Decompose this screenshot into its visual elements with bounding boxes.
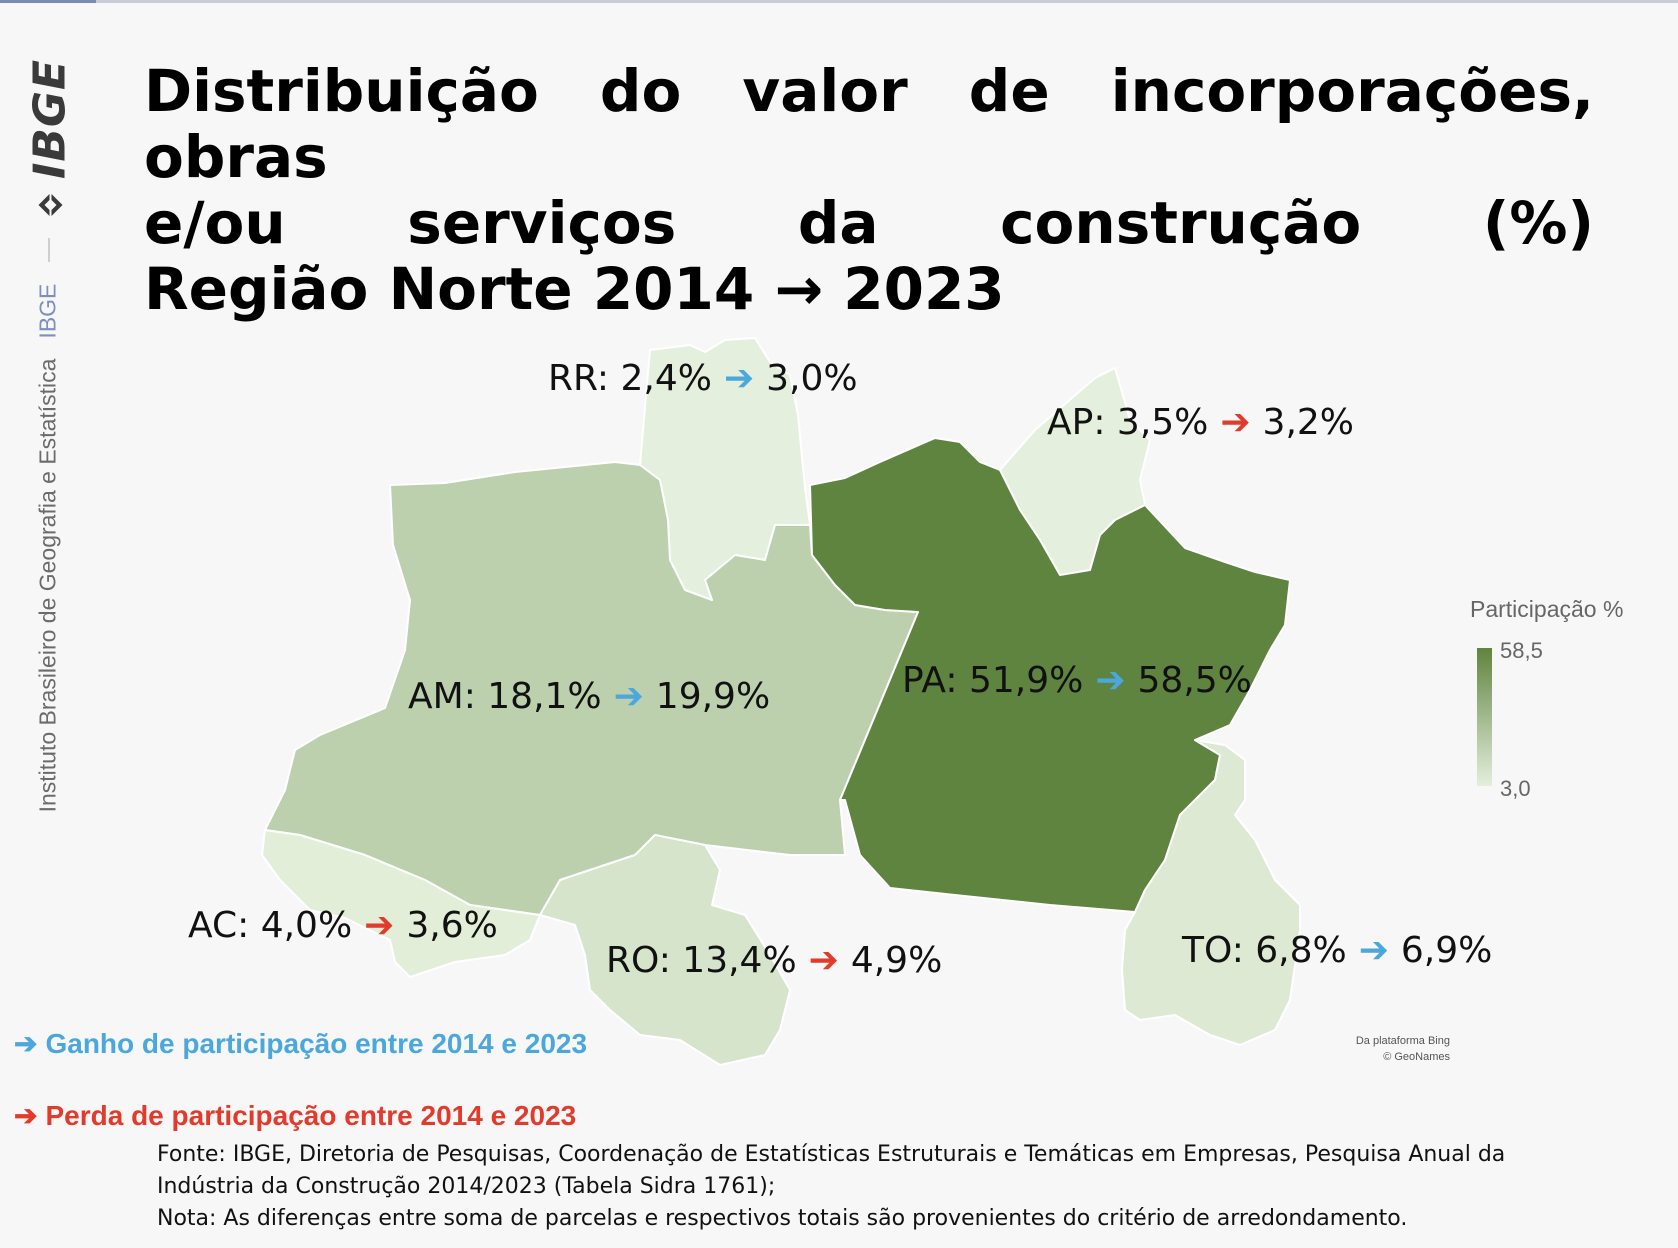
- state-to[interactable]: [1121, 739, 1301, 1046]
- gain-arrow-icon: ➔: [613, 676, 644, 717]
- attribution-geonames: © GeoNames: [1383, 1051, 1450, 1063]
- state-label-am: AM: 18,1% ➔ 19,9%: [408, 676, 770, 717]
- loss-legend-text: Perda de participação entre 2014 e 2023: [45, 1100, 577, 1131]
- state-am-2014: AM: 18,1%: [408, 676, 602, 717]
- loss-arrow-icon: ➔: [1220, 402, 1251, 443]
- gain-arrow-icon: ➔: [1358, 930, 1389, 971]
- state-am-2023: 19,9%: [655, 676, 771, 717]
- footnote: Nota: As diferenças entre soma de parcel…: [157, 1206, 1408, 1231]
- state-ro-2023: 4,9%: [850, 940, 943, 981]
- state-ro[interactable]: [539, 834, 791, 1066]
- state-ap-2014: AP: 3,5%: [1047, 402, 1209, 443]
- sidebar-divider: [48, 238, 50, 262]
- state-to-2023: 6,9%: [1400, 930, 1493, 971]
- state-ap-2023: 3,2%: [1262, 402, 1355, 443]
- state-ac-2023: 3,6%: [406, 905, 498, 946]
- state-label-ap: AP: 3,5% ➔ 3,2%: [1047, 402, 1354, 443]
- loss-arrow-icon: ➔: [364, 905, 395, 946]
- gain-arrow-icon: ➔: [14, 1028, 38, 1059]
- attribution-platform: Da plataforma Bing: [1355, 1035, 1450, 1047]
- source-footer: Fonte: IBGE, Diretoria de Pesquisas, Coo…: [157, 1139, 1597, 1235]
- state-label-pa: PA: 51,9% ➔ 58,5%: [902, 660, 1252, 701]
- source-line-1: Fonte: IBGE, Diretoria de Pesquisas, Coo…: [157, 1142, 1506, 1167]
- state-label-rr: RR: 2,4% ➔ 3,0%: [548, 358, 858, 399]
- page-title: Distribuição do valor de incorporações, …: [144, 58, 1594, 322]
- state-pa-2014: PA: 51,9%: [902, 660, 1084, 701]
- gain-legend: ➔ Ganho de participação entre 2014 e 2023: [14, 1027, 587, 1060]
- loss-arrow-icon: ➔: [808, 940, 839, 981]
- state-rr-2014: RR: 2,4%: [548, 358, 712, 399]
- state-label-ac: AC: 4,0% ➔ 3,6%: [188, 905, 498, 946]
- top-strip: [0, 0, 1678, 3]
- title-line-1: Distribuição do valor de incorporações, …: [144, 57, 1594, 191]
- state-pa-2023: 58,5%: [1137, 660, 1252, 701]
- title-line-3: Região Norte 2014 → 2023: [144, 255, 1005, 323]
- ibge-logo-icon: [38, 193, 62, 218]
- loss-arrow-icon: ➔: [14, 1100, 38, 1131]
- gain-arrow-icon: ➔: [1095, 660, 1126, 701]
- scale-legend-bar: [1477, 648, 1492, 786]
- source-line-2: Indústria da Construção 2014/2023 (Tabel…: [157, 1174, 776, 1199]
- state-ro-2014: RO: 13,4%: [606, 940, 797, 981]
- scale-legend-min: 3,0: [1500, 776, 1531, 801]
- top-strip-accent: [0, 0, 96, 3]
- state-rr-2023: 3,0%: [766, 358, 858, 399]
- state-to-2014: TO: 6,8%: [1182, 930, 1347, 971]
- ibge-logo: IBGE: [25, 59, 76, 221]
- state-pa[interactable]: [809, 437, 1291, 913]
- scale-legend-title: Participação %: [1470, 596, 1624, 622]
- gain-legend-text: Ganho de participação entre 2014 e 2023: [45, 1028, 588, 1059]
- state-label-to: TO: 6,8% ➔ 6,9%: [1182, 930, 1492, 971]
- state-ac[interactable]: [261, 829, 541, 978]
- title-line-2: e/ou serviços da construção (%): [144, 189, 1594, 257]
- state-label-ro: RO: 13,4% ➔ 4,9%: [606, 940, 942, 981]
- map-attribution: Da plataforma Bing © GeoNames: [1240, 1033, 1450, 1065]
- loss-legend: ➔ Perda de participação entre 2014 e 2023: [14, 1099, 576, 1132]
- gain-arrow-icon: ➔: [723, 358, 755, 399]
- scale-legend-max: 58,5: [1500, 638, 1543, 663]
- state-ac-2014: AC: 4,0%: [188, 905, 353, 946]
